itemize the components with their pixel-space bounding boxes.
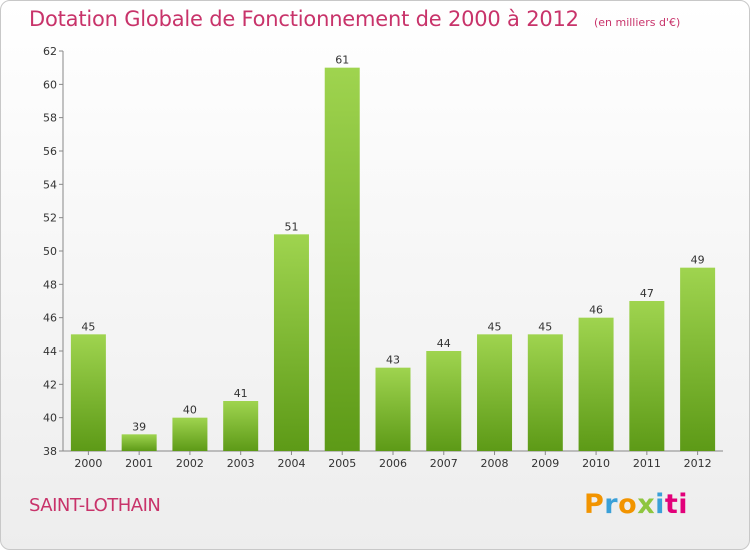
- logo-letter: r: [604, 489, 619, 520]
- value-label: 49: [691, 254, 705, 267]
- y-tick-label: 48: [43, 278, 57, 291]
- bar-2006: [375, 367, 411, 451]
- commune-name: SAINT-LOTHAIN: [29, 495, 161, 516]
- bar-2003: [223, 401, 259, 451]
- axes: 38 40 42 44 46 48 50 52 54 56 58 60 62 2000 2001 2002 20…: [43, 45, 723, 470]
- value-label: 61: [335, 54, 349, 67]
- bar-2005: [324, 67, 360, 452]
- value-label: 39: [132, 420, 146, 433]
- value-label: 47: [640, 287, 654, 300]
- logo-letter: ti: [664, 489, 689, 520]
- y-tick-label: 42: [43, 378, 57, 391]
- chart-subtitle: (en milliers d'€): [593, 16, 681, 29]
- x-tick-label: 2002: [176, 457, 204, 470]
- title-row: Dotation Globale de Fonctionnement de 20…: [29, 7, 680, 31]
- proxiti-logo[interactable]: Proxiti: [584, 489, 688, 520]
- bar-2008: [477, 334, 513, 451]
- x-tick-label: 2008: [481, 457, 509, 470]
- value-label: 45: [488, 320, 502, 333]
- y-tick-label: 56: [43, 145, 57, 158]
- x-tick-label: 2005: [328, 457, 356, 470]
- x-tick-label: 2011: [633, 457, 661, 470]
- y-tick-label: 44: [43, 345, 57, 358]
- chart-title: Dotation Globale de Fonctionnement de 20…: [29, 7, 579, 31]
- value-label: 40: [183, 404, 197, 417]
- x-tick-label: 2007: [430, 457, 458, 470]
- value-label: 51: [284, 220, 298, 233]
- bar-2007: [426, 351, 462, 451]
- bar-2012: [680, 267, 716, 451]
- value-labels: 45 39 40 41 51 61 43 44 45 45 46 47 49: [81, 54, 704, 434]
- bar-2000: [70, 334, 106, 451]
- logo-letter: i: [655, 489, 665, 520]
- logo-letter: P: [584, 489, 605, 520]
- bar-2009: [527, 334, 563, 451]
- bar-2004: [273, 234, 309, 451]
- bar-2001: [121, 434, 157, 451]
- logo-letter: o: [618, 489, 638, 520]
- value-label: 44: [437, 337, 451, 350]
- x-tick-label: 2012: [684, 457, 712, 470]
- x-tick-label: 2004: [277, 457, 305, 470]
- x-tick-label: 2001: [125, 457, 153, 470]
- value-label: 43: [386, 354, 400, 367]
- bar-2011: [629, 301, 665, 451]
- x-tick-label: 2009: [531, 457, 559, 470]
- bars: [70, 67, 716, 452]
- x-tick-label: 2000: [74, 457, 102, 470]
- bar-2002: [172, 417, 208, 451]
- y-tick-label: 52: [43, 212, 57, 225]
- y-tick-label: 62: [43, 45, 57, 58]
- y-tick-label: 58: [43, 112, 57, 125]
- y-tick-label: 40: [43, 412, 57, 425]
- value-label: 46: [589, 304, 603, 317]
- y-tick-label: 60: [43, 78, 57, 91]
- x-tick-label: 2010: [582, 457, 610, 470]
- value-label: 45: [81, 320, 95, 333]
- logo-letter: x: [637, 489, 656, 520]
- bar-2010: [578, 317, 614, 451]
- y-tick-label: 54: [43, 178, 57, 191]
- value-label: 45: [538, 320, 552, 333]
- x-tick-label: 2003: [227, 457, 255, 470]
- x-tick-label: 2006: [379, 457, 407, 470]
- y-tick-label: 38: [43, 445, 57, 458]
- value-label: 41: [234, 387, 248, 400]
- y-tick-label: 50: [43, 245, 57, 258]
- y-tick-label: 46: [43, 312, 57, 325]
